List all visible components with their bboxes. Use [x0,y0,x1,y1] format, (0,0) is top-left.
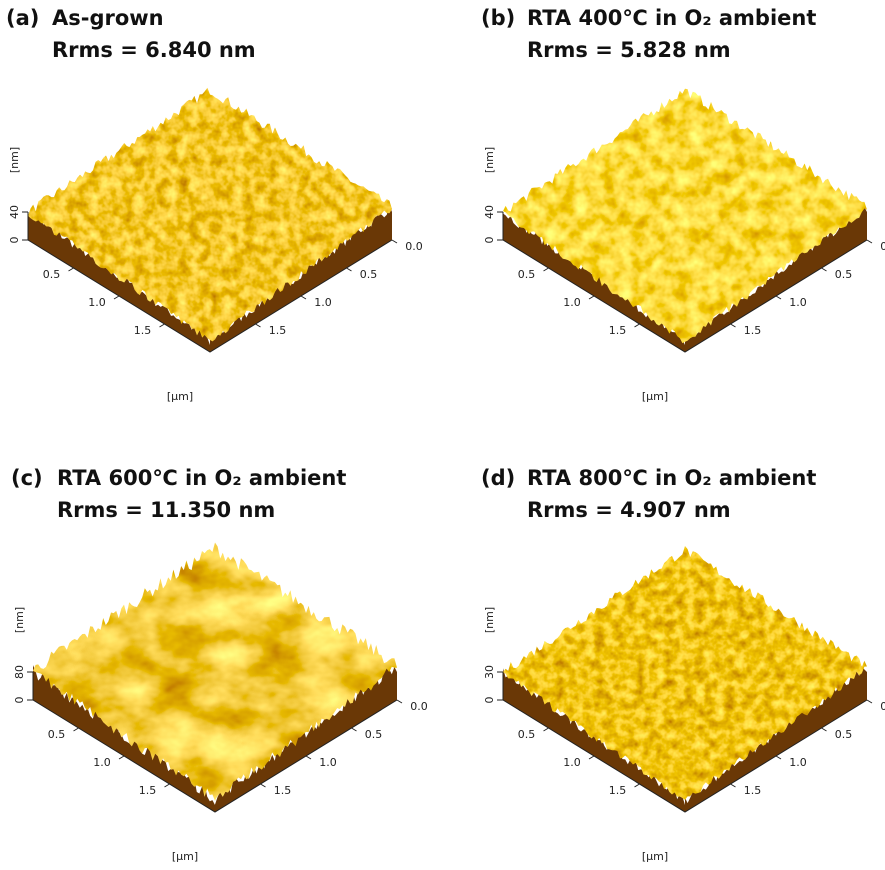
xy-unit: [μm] [167,390,193,403]
z-unit: [nm] [13,607,26,633]
panel: (b) RTA 400℃ in O₂ ambient Rrms = 5.828 nm… [481,6,885,403]
x-tick [544,268,549,271]
y-tick-label: 0.0 [880,700,885,713]
x-tick-label: 1.0 [563,756,581,769]
x-tick [119,756,124,759]
figure: (a) As-grown Rrms = 6.840 nm 0 40 [nm] 0.5 1.0 1… [0,0,885,870]
z-unit: [nm] [8,147,21,173]
x-tick [635,324,640,327]
y-tick [776,296,781,299]
y-tick [867,240,872,243]
panel: (d) RTA 800℃ in O₂ ambient Rrms = 4.907 nm… [481,466,885,863]
y-tick-label: 0.5 [835,268,853,281]
y-tick-label: 0.5 [360,268,378,281]
xy-unit: [μm] [642,850,668,863]
x-tick [69,268,74,271]
x-tick [114,296,119,299]
y-tick-label: 1.0 [314,296,332,309]
panel-label: (c) [11,466,43,490]
xy-unit: [μm] [172,850,198,863]
afm-surface [28,88,392,342]
z-unit: [nm] [483,607,496,633]
z-tick-label: 0 [13,697,26,704]
y-tick-label: 1.5 [269,324,287,337]
panel-title: RTA 600℃ in O₂ ambient [57,466,346,490]
panel-title: RTA 800℃ in O₂ ambient [527,466,816,490]
x-tick [589,756,594,759]
y-tick [301,296,306,299]
y-tick [392,240,397,243]
z-tick-label: 80 [13,665,26,679]
x-tick [160,324,165,327]
y-tick-label: 1.0 [319,756,337,769]
panel-title: RTA 400℃ in O₂ ambient [527,6,816,30]
x-tick-label: 1.5 [609,324,627,337]
rrms-label: Rrms = 11.350 nm [57,498,275,522]
x-tick [165,784,170,787]
z-tick-label: 0 [483,697,496,704]
y-tick [256,324,261,327]
x-tick [635,784,640,787]
rrms-label: Rrms = 6.840 nm [52,38,256,62]
y-tick [731,784,736,787]
y-tick-label: 1.0 [789,756,807,769]
afm-surface [503,89,867,343]
x-tick-label: 0.5 [48,728,66,741]
x-tick [74,728,79,731]
y-tick-label: 0.5 [365,728,383,741]
z-tick-label: 40 [483,205,496,219]
y-tick [352,728,357,731]
z-tick-label: 30 [483,665,496,679]
panel: (c) RTA 600℃ in O₂ ambient Rrms = 11.350 n… [11,466,428,863]
y-tick [347,268,352,271]
y-tick-label: 0.0 [405,240,423,253]
y-tick-label: 1.0 [789,296,807,309]
x-tick-label: 0.5 [518,728,536,741]
x-tick-label: 1.5 [139,784,157,797]
x-tick-label: 1.5 [134,324,152,337]
y-tick [776,756,781,759]
x-tick-label: 1.0 [563,296,581,309]
y-tick-label: 0.0 [410,700,428,713]
x-tick-label: 1.0 [93,756,111,769]
rrms-label: Rrms = 4.907 nm [527,498,731,522]
x-tick-label: 0.5 [43,268,61,281]
z-unit: [nm] [483,147,496,173]
x-tick [589,296,594,299]
y-tick [397,700,402,703]
panel: (a) As-grown Rrms = 6.840 nm 0 40 [nm] 0.5 1.0 1… [6,6,423,403]
x-tick-label: 1.0 [88,296,106,309]
y-tick [867,700,872,703]
z-tick-label: 40 [8,205,21,219]
y-tick [822,728,827,731]
panel-label: (d) [481,466,515,490]
x-tick [544,728,549,731]
y-tick [261,784,266,787]
z-tick-label: 0 [483,237,496,244]
panel-label: (a) [6,6,39,30]
y-tick-label: 1.5 [744,324,762,337]
y-tick-label: 0.0 [880,240,885,253]
x-tick-label: 0.5 [518,268,536,281]
z-tick-label: 0 [8,237,21,244]
panel-label: (b) [481,6,515,30]
y-tick-label: 1.5 [744,784,762,797]
y-tick-label: 0.5 [835,728,853,741]
afm-surface [33,543,397,801]
y-tick [306,756,311,759]
xy-unit: [μm] [642,390,668,403]
y-tick [822,268,827,271]
y-tick-label: 1.5 [274,784,292,797]
afm-surface [503,546,867,800]
y-tick [731,324,736,327]
panel-title: As-grown [52,6,164,30]
rrms-label: Rrms = 5.828 nm [527,38,731,62]
x-tick-label: 1.5 [609,784,627,797]
